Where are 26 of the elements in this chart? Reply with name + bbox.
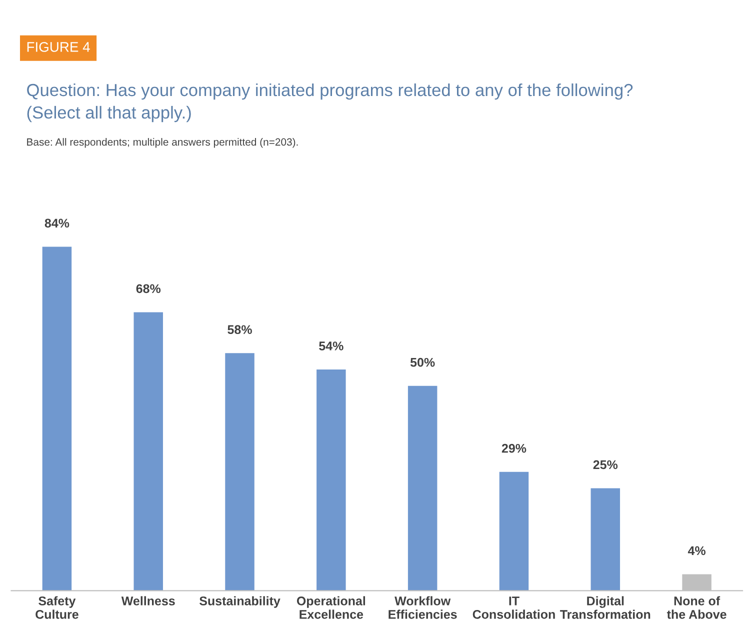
x-tick-label: None of the Above (666, 596, 726, 619)
x-tick-label: Digital Transformation (560, 596, 650, 619)
x-tick-label: Safety Culture (36, 596, 78, 619)
bar (408, 386, 438, 591)
data-label: 29% (502, 444, 526, 453)
data-label: 25% (593, 460, 618, 470)
data-label: 84% (44, 218, 70, 228)
x-tick-label: Wellness (121, 596, 175, 606)
caption: FIGURE 4 (27, 42, 90, 52)
bar (590, 488, 620, 591)
data-label: 4% (688, 546, 706, 556)
data-label: 50% (410, 358, 435, 367)
x-tick-label: Sustainability (199, 596, 280, 608)
x-tick-label: Workflow Efficiencies (388, 596, 457, 619)
bar (42, 246, 72, 591)
bar (225, 353, 254, 591)
data-label: 54% (319, 342, 344, 350)
chart-subtitle: Base: All respondents; multiple answers permitted (n=203). (27, 138, 298, 148)
x-tick-label: IT Consolidation (472, 596, 555, 619)
data-label: 68% (136, 284, 161, 294)
data-label: 58% (228, 325, 252, 334)
chart-title: Question: Has your company initiated programs related to any of the following? (Select all that apply.) (27, 83, 633, 122)
bar (316, 370, 346, 591)
bar (134, 312, 163, 591)
x-tick-label: Operational Excellence (296, 596, 366, 619)
bar (499, 472, 529, 591)
